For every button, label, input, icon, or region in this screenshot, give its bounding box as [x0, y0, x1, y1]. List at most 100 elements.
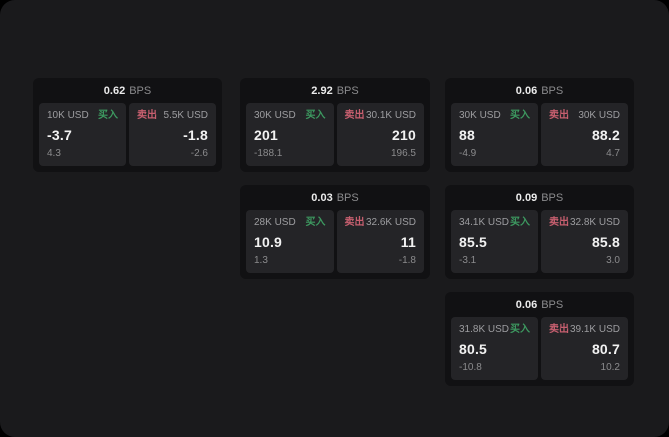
buy-price: 88	[459, 127, 475, 143]
buy-tag: 买入	[510, 324, 530, 335]
sell-delta: 196.5	[390, 148, 416, 159]
quote-card: 0.09 BPS 34.1K USD 买入 85.5 -3.1 卖出 32.8K…	[445, 185, 634, 279]
quote-panels: 30K USD 买入 201 -188.1 卖出 30.1K USD 210 1…	[246, 103, 424, 166]
buy-delta: 1.3	[254, 255, 268, 266]
spread-value: 0.62	[103, 84, 126, 97]
quote-card: 0.06 BPS 30K USD 买入 88 -4.9 卖出 30K USD 8…	[445, 78, 634, 172]
spread-unit: BPS	[541, 298, 564, 311]
quote-panels: 31.8K USD 买入 80.5 -10.8 卖出 39.1K USD 80.…	[451, 317, 628, 380]
quote-panels: 34.1K USD 买入 85.5 -3.1 卖出 32.8K USD 85.8…	[451, 210, 628, 273]
sell-price: -1.8	[183, 127, 208, 143]
buy-delta: -10.8	[459, 362, 482, 373]
sell-delta: -2.6	[190, 148, 208, 159]
buy-price: 201	[254, 127, 278, 143]
sell-delta: 3.0	[606, 255, 620, 266]
spread-header: 0.62 BPS	[39, 78, 216, 103]
buy-tag: 买入	[510, 217, 530, 228]
sell-amount: 32.8K USD	[569, 217, 620, 228]
spread-value: 0.09	[515, 191, 538, 204]
spread-header: 0.06 BPS	[451, 78, 628, 103]
buy-panel[interactable]: 30K USD 买入 88 -4.9	[451, 103, 538, 166]
sell-price: 85.8	[591, 234, 620, 250]
buy-panel[interactable]: 10K USD 买入 -3.7 4.3	[39, 103, 126, 166]
sell-price: 80.7	[591, 341, 620, 357]
quote-panels: 28K USD 买入 10.9 1.3 卖出 32.6K USD 11 -1.8	[246, 210, 424, 273]
sell-tag: 卖出	[549, 324, 569, 335]
sell-panel[interactable]: 卖出 32.6K USD 11 -1.8	[336, 210, 424, 273]
buy-tag: 买入	[305, 110, 326, 121]
sell-panel[interactable]: 卖出 30K USD 88.2 4.7	[541, 103, 628, 166]
buy-delta: 4.3	[47, 148, 61, 159]
buy-delta: -3.1	[459, 255, 477, 266]
sell-amount: 30K USD	[578, 110, 620, 121]
sell-delta: 4.7	[606, 148, 620, 159]
buy-amount: 30K USD	[254, 110, 296, 121]
spread-header: 0.03 BPS	[246, 185, 424, 210]
sell-price: 11	[400, 234, 416, 250]
buy-panel-top: 10K USD 买入	[47, 110, 118, 122]
sell-amount: 30.1K USD	[365, 110, 416, 121]
sell-panel-top: 卖出 39.1K USD	[549, 324, 620, 336]
sell-tag: 卖出	[344, 110, 365, 121]
spread-unit: BPS	[129, 84, 152, 97]
sell-panel[interactable]: 卖出 30.1K USD 210 196.5	[336, 103, 424, 166]
sell-panel-top: 卖出 32.6K USD	[345, 217, 417, 229]
buy-amount: 10K USD	[47, 110, 89, 121]
spread-value: 0.06	[515, 298, 538, 311]
buy-panel[interactable]: 31.8K USD 买入 80.5 -10.8	[451, 317, 538, 380]
buy-amount: 34.1K USD	[459, 217, 510, 228]
quote-panels: 10K USD 买入 -3.7 4.3 卖出 5.5K USD -1.8 -2.…	[39, 103, 216, 166]
sell-amount: 39.1K USD	[569, 324, 620, 335]
buy-price: 80.5	[459, 341, 488, 357]
sell-tag: 卖出	[137, 110, 157, 121]
quote-panels: 30K USD 买入 88 -4.9 卖出 30K USD 88.2 4.7	[451, 103, 628, 166]
buy-panel-top: 28K USD 买入	[254, 217, 326, 229]
spread-header: 0.09 BPS	[451, 185, 628, 210]
buy-price: 85.5	[459, 234, 488, 250]
buy-amount: 31.8K USD	[459, 324, 510, 335]
spread-value: 2.92	[311, 84, 333, 97]
buy-panel[interactable]: 28K USD 买入 10.9 1.3	[246, 210, 334, 273]
quote-card: 0.62 BPS 10K USD 买入 -3.7 4.3 卖出 5.5K USD…	[33, 78, 222, 172]
sell-amount: 5.5K USD	[163, 110, 208, 121]
quote-card: 0.06 BPS 31.8K USD 买入 80.5 -10.8 卖出 39.1…	[445, 292, 634, 386]
buy-delta: -188.1	[254, 148, 283, 159]
buy-tag: 买入	[305, 217, 326, 228]
sell-price: 88.2	[591, 127, 620, 143]
buy-panel-top: 31.8K USD 买入	[459, 324, 530, 336]
sell-panel-top: 卖出 30K USD	[549, 110, 620, 122]
spread-value: 0.03	[311, 191, 333, 204]
spread-unit: BPS	[336, 191, 359, 204]
sell-tag: 卖出	[549, 217, 569, 228]
sell-tag: 卖出	[549, 110, 569, 121]
sell-panel[interactable]: 卖出 32.8K USD 85.8 3.0	[541, 210, 628, 273]
quote-card: 2.92 BPS 30K USD 买入 201 -188.1 卖出 30.1K …	[240, 78, 430, 172]
buy-panel[interactable]: 34.1K USD 买入 85.5 -3.1	[451, 210, 538, 273]
buy-panel-top: 30K USD 买入	[254, 110, 326, 122]
sell-price: 210	[392, 127, 416, 143]
spread-value: 0.06	[515, 84, 538, 97]
spread-header: 0.06 BPS	[451, 292, 628, 317]
sell-delta: 10.2	[600, 362, 620, 373]
buy-delta: -4.9	[459, 148, 477, 159]
buy-tag: 买入	[98, 110, 118, 121]
quote-card: 0.03 BPS 28K USD 买入 10.9 1.3 卖出 32.6K US…	[240, 185, 430, 279]
sell-amount: 32.6K USD	[365, 217, 416, 228]
sell-panel-top: 卖出 32.8K USD	[549, 217, 620, 229]
sell-panel[interactable]: 卖出 39.1K USD 80.7 10.2	[541, 317, 628, 380]
buy-price: 10.9	[254, 234, 283, 250]
sell-panel-top: 卖出 5.5K USD	[137, 110, 208, 122]
spread-unit: BPS	[336, 84, 359, 97]
spread-unit: BPS	[541, 84, 564, 97]
buy-price: -3.7	[47, 127, 72, 143]
sell-tag: 卖出	[344, 217, 365, 228]
buy-amount: 28K USD	[254, 217, 296, 228]
buy-tag: 买入	[510, 110, 530, 121]
sell-panel[interactable]: 卖出 5.5K USD -1.8 -2.6	[129, 103, 216, 166]
sell-panel-top: 卖出 30.1K USD	[345, 110, 417, 122]
buy-panel[interactable]: 30K USD 买入 201 -188.1	[246, 103, 334, 166]
buy-amount: 30K USD	[459, 110, 501, 121]
spread-header: 2.92 BPS	[246, 78, 424, 103]
spread-unit: BPS	[541, 191, 564, 204]
